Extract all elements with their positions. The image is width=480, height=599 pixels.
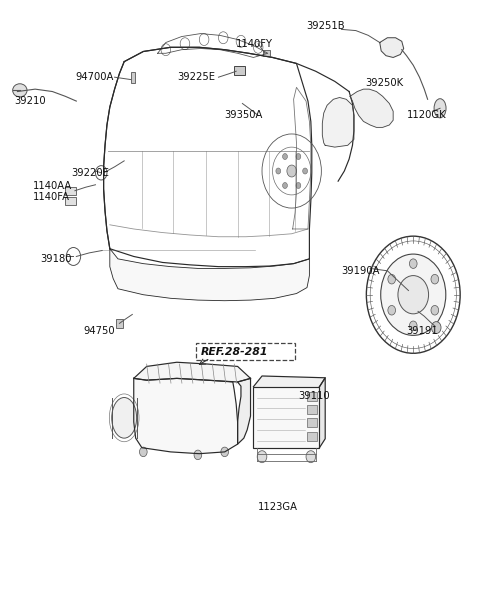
Ellipse shape — [112, 398, 137, 438]
Text: 1140FA: 1140FA — [33, 192, 70, 202]
Circle shape — [409, 259, 417, 268]
Polygon shape — [350, 89, 393, 128]
Circle shape — [431, 274, 439, 284]
Bar — [308, 419, 317, 428]
Text: 94700A: 94700A — [75, 72, 113, 82]
Circle shape — [388, 274, 396, 284]
Circle shape — [306, 450, 316, 462]
Text: 1120GK: 1120GK — [407, 110, 446, 120]
Circle shape — [388, 305, 396, 315]
Polygon shape — [110, 249, 310, 301]
Bar — [308, 406, 317, 415]
Text: 39350A: 39350A — [225, 110, 263, 120]
Bar — [308, 392, 317, 401]
Circle shape — [257, 450, 267, 462]
Polygon shape — [238, 379, 251, 444]
Polygon shape — [320, 378, 325, 447]
Circle shape — [432, 322, 441, 334]
Circle shape — [296, 183, 301, 189]
FancyBboxPatch shape — [196, 343, 295, 361]
Circle shape — [398, 276, 429, 314]
Text: 39225E: 39225E — [177, 72, 215, 82]
Text: 39110: 39110 — [299, 391, 330, 401]
Text: 1140AA: 1140AA — [33, 181, 72, 191]
Ellipse shape — [12, 84, 27, 97]
Circle shape — [283, 183, 288, 189]
Circle shape — [431, 305, 439, 315]
Circle shape — [296, 153, 301, 159]
Ellipse shape — [434, 99, 446, 118]
Text: 94750: 94750 — [83, 326, 115, 335]
Circle shape — [140, 447, 147, 456]
Bar — [131, 72, 135, 83]
Polygon shape — [134, 362, 251, 382]
Bar — [308, 431, 317, 440]
Text: 39220E: 39220E — [72, 168, 109, 178]
Polygon shape — [323, 98, 354, 147]
Bar — [65, 196, 76, 205]
Circle shape — [194, 450, 202, 459]
Circle shape — [303, 168, 308, 174]
Bar — [234, 66, 245, 75]
Circle shape — [221, 447, 228, 456]
Polygon shape — [134, 379, 238, 453]
Text: 39250K: 39250K — [365, 78, 404, 88]
Text: REF.28-281: REF.28-281 — [201, 347, 268, 357]
Circle shape — [381, 254, 446, 335]
Bar — [253, 387, 320, 447]
Text: 39190A: 39190A — [341, 266, 380, 276]
Polygon shape — [253, 376, 325, 387]
Circle shape — [287, 165, 297, 177]
Polygon shape — [380, 38, 404, 58]
Text: 39210: 39210 — [14, 96, 46, 106]
Bar — [65, 186, 76, 195]
Text: 39180: 39180 — [40, 254, 72, 264]
Bar — [263, 50, 270, 56]
Circle shape — [283, 153, 288, 159]
Bar — [116, 319, 123, 328]
Text: 1123GA: 1123GA — [258, 503, 298, 513]
Text: 39251B: 39251B — [306, 21, 345, 31]
Circle shape — [276, 168, 281, 174]
Circle shape — [409, 321, 417, 331]
Text: 39191: 39191 — [407, 326, 438, 335]
Text: 1140FY: 1140FY — [236, 39, 273, 49]
